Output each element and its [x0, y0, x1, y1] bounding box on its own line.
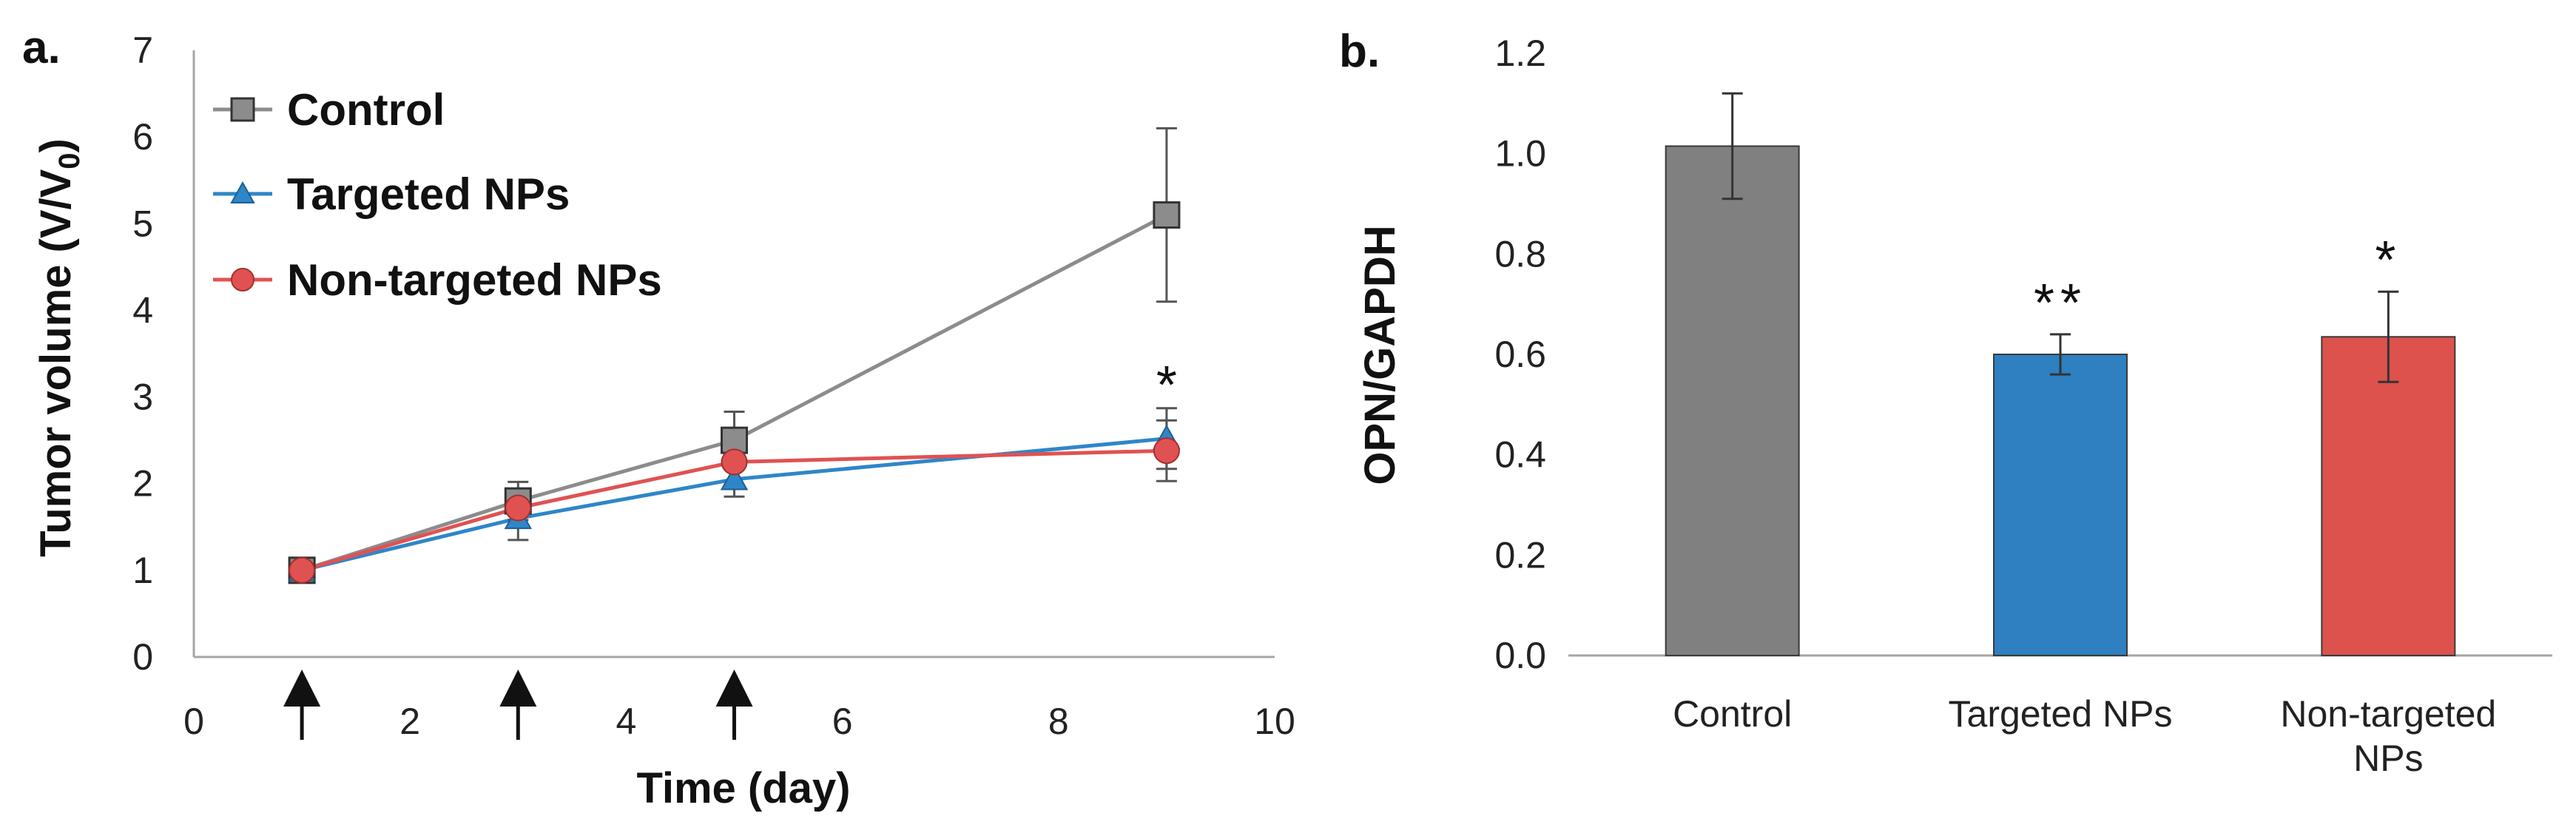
- bar-targeted-nps: [1993, 354, 2128, 656]
- legend-label-non-targeted-nps: Non-targeted NPs: [287, 255, 662, 305]
- panel-b-y-tick-0.0: 0.0: [1494, 635, 1546, 676]
- point-non-targeted-nps-day-1: [289, 556, 316, 584]
- series-line-non-targeted-nps: [301, 448, 1167, 573]
- panel-a-x-axis-title: Time (day): [636, 764, 850, 812]
- panel-b-label: b.: [1339, 26, 1380, 77]
- point-non-targeted-nps-day-5: [721, 448, 748, 476]
- panel-a-y-tick-5: 5: [132, 203, 153, 244]
- panel-b-x-tick-non-targeted-nps-line-1: NPs: [2353, 738, 2423, 779]
- legend-entry-non-targeted-nps: Non-targeted NPs: [213, 255, 662, 305]
- panel-b-y-tick-0.8: 0.8: [1494, 233, 1546, 274]
- panel-b-y-axis-title: OPN/GAPDH: [1356, 225, 1404, 485]
- panel-a-x-tick-2: 2: [399, 701, 420, 742]
- point-non-targeted-nps-day-9: [1153, 437, 1180, 465]
- panel-a-y-tick-1: 1: [132, 550, 153, 591]
- panel-b-bar-chart: b. 0.00.20.40.60.81.01.2 *** Control Targ…: [1339, 26, 2552, 779]
- error-bar-non-targeted-nps: [2378, 290, 2399, 383]
- panel-a-y-axis-title: Tumor volume (V/V0): [32, 138, 86, 557]
- panel-a-dosing-arrows: [283, 670, 753, 740]
- panel-a-label: a.: [22, 22, 61, 73]
- panel-a-line-chart: a. 0 1 2 3 4 5 6 7 0 2 4 6 8 10 * Time (day) Tumor v…: [22, 22, 1295, 812]
- panel-b-bars: ***: [1665, 92, 2456, 657]
- panel-a-y-tick-2: 2: [132, 463, 153, 505]
- panel-a-y-tick-6: 6: [132, 116, 153, 158]
- series-line-targeted-nps: [301, 436, 1167, 573]
- panel-a-x-tick-8: 8: [1048, 701, 1069, 742]
- panel-a-x-tick-4: 4: [616, 701, 636, 742]
- legend-label-control: Control: [287, 85, 445, 135]
- panel-b-x-tick-non-targeted-nps-line-0: Non-targeted: [2280, 693, 2496, 735]
- panel-b-y-tick-1.2: 1.2: [1494, 33, 1546, 74]
- panel-a-x-tick-labels: 0 2 4 6 8 10: [183, 701, 1295, 742]
- panel-b-y-tick-labels: 0.0 0.2 0.4 0.6 0.8 1.0 1.2: [1494, 33, 1546, 676]
- panel-b-x-tick-control-line-0: Control: [1673, 693, 1792, 735]
- panel-a-annotations: *: [1156, 356, 1177, 415]
- legend-marker-non-targeted-nps: [231, 268, 254, 291]
- legend-label-targeted-nps: Targeted NPs: [287, 169, 570, 219]
- panel-b-y-tick-0.6: 0.6: [1494, 334, 1546, 375]
- bar-control: [1665, 145, 1800, 657]
- legend-marker-targeted-nps: [230, 181, 255, 203]
- panel-b-y-tick-1.0: 1.0: [1494, 133, 1546, 175]
- point-control-day-9: [1153, 201, 1181, 229]
- point-non-targeted-nps-day-3: [505, 494, 532, 522]
- panel-b-y-tick-0.4: 0.4: [1494, 434, 1546, 476]
- bar-non-targeted-nps: [2321, 336, 2456, 656]
- error-bar-control: [1722, 92, 1743, 200]
- error-bar-targeted-nps: [2050, 333, 2071, 376]
- legend-marker-control: [230, 97, 255, 122]
- panel-a-y-tick-3: 3: [132, 377, 153, 418]
- significance-mark-targeted-nps: **: [2034, 274, 2087, 333]
- panel-b-y-tick-0.2: 0.2: [1494, 534, 1546, 576]
- point-targeted-nps-day-5: [720, 465, 749, 491]
- significance-mark-non-targeted-nps: *: [2375, 231, 2401, 290]
- panel-a-y-tick-labels: 0 1 2 3 4 5 6 7: [132, 30, 153, 678]
- panel-a-y-title-close: ): [32, 138, 80, 152]
- panel-a-x-tick-10: 10: [1254, 701, 1295, 742]
- panel-a-y-tick-0: 0: [132, 636, 153, 678]
- panel-a-legend: Control Targeted NPs Non-targeted NPs: [213, 85, 662, 305]
- panel-a-y-title-main: Tumor volume (V/V: [32, 169, 80, 557]
- panel-a-significance-mark: *: [1156, 356, 1177, 415]
- panel-a-x-tick-0: 0: [183, 701, 204, 742]
- panel-a-y-title-sub: 0: [53, 152, 86, 169]
- legend-entry-targeted-nps: Targeted NPs: [213, 169, 570, 219]
- panel-b-x-tick-targeted-nps-line-0: Targeted NPs: [1949, 693, 2173, 735]
- series-line-control: [301, 213, 1168, 573]
- panel-a-y-tick-4: 4: [132, 289, 153, 331]
- panel-a-y-tick-7: 7: [132, 30, 153, 71]
- legend-entry-control: Control: [213, 85, 445, 135]
- panel-a-series: [288, 127, 1181, 584]
- panel-a-x-tick-6: 6: [832, 701, 853, 742]
